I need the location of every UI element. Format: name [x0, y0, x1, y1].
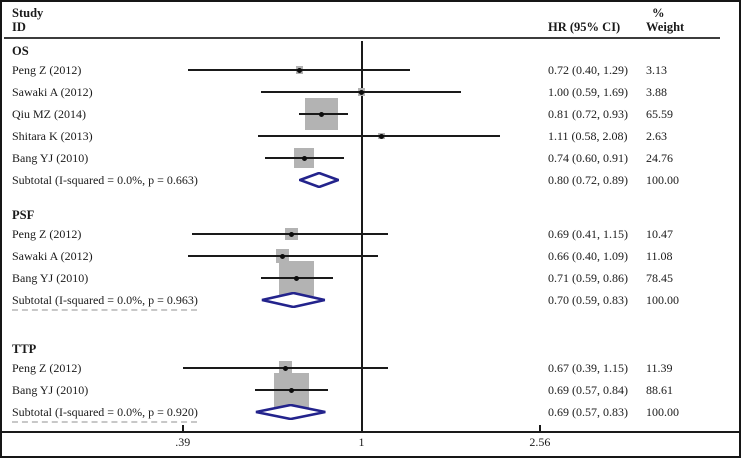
- diamond-shape: [255, 403, 326, 421]
- column-header-weight: Weight: [646, 20, 685, 34]
- subtotal-diamond: [261, 291, 326, 309]
- hr-ci-value: 0.69 (0.57, 0.84): [548, 383, 628, 397]
- point-estimate-marker: [319, 111, 324, 117]
- study-label: Peng Z (2012): [12, 63, 82, 77]
- weight-value: 88.61: [646, 383, 673, 397]
- hr-ci-value: 0.72 (0.40, 1.29): [548, 63, 628, 77]
- point-estimate-marker: [288, 231, 294, 237]
- study-label: Bang YJ (2010): [12, 151, 89, 165]
- weight-value: 10.47: [646, 227, 673, 241]
- hr-ci-value: 1.00 (0.59, 1.69): [548, 85, 628, 99]
- point-estimate-marker: [293, 275, 299, 281]
- hr-ci-value: 0.69 (0.41, 1.15): [548, 227, 628, 241]
- point-estimate-marker: [296, 67, 302, 73]
- hr-ci-value: 0.74 (0.60, 0.91): [548, 151, 628, 165]
- subtotal-diamond: [296, 171, 343, 189]
- x-axis-tick: [181, 425, 184, 431]
- group-label: TTP: [12, 342, 37, 356]
- point-estimate-marker: [378, 133, 384, 139]
- study-label: Qiu MZ (2014): [12, 107, 86, 121]
- point-estimate-marker: [301, 155, 307, 161]
- weight-value: 11.39: [646, 361, 673, 375]
- hr-ci-value: 0.80 (0.72, 0.89): [548, 173, 628, 187]
- weight-value: 11.08: [646, 249, 673, 263]
- hr-ci-value: 0.81 (0.72, 0.93): [548, 107, 628, 121]
- diamond-shape: [296, 171, 343, 189]
- x-axis-line: [2, 431, 739, 433]
- hr-ci-value: 0.71 (0.59, 0.86): [548, 271, 628, 285]
- hr-ci-value: 0.66 (0.40, 1.09): [548, 249, 628, 263]
- group-label: PSF: [12, 208, 35, 222]
- column-header-study: Study: [12, 6, 44, 20]
- column-header-id: ID: [12, 20, 26, 34]
- hr-ci-value: 0.67 (0.39, 1.15): [548, 361, 628, 375]
- subtotal-label: Subtotal (I-squared = 0.0%, p = 0.663): [12, 173, 198, 187]
- x-axis-tick: [360, 425, 363, 431]
- weight-value: 100.00: [646, 293, 679, 307]
- point-estimate-marker: [288, 387, 294, 393]
- null-effect-line: [360, 41, 363, 431]
- column-header-hr-ci: HR (95% CI): [548, 20, 621, 34]
- group-label: OS: [12, 44, 29, 58]
- hr-ci-value: 0.70 (0.59, 0.83): [548, 293, 628, 307]
- study-label: Bang YJ (2010): [12, 383, 89, 397]
- study-label: Peng Z (2012): [12, 227, 82, 241]
- weight-value: 65.59: [646, 107, 673, 121]
- subtotal-label: Subtotal (I-squared = 0.0%, p = 0.963): [12, 293, 198, 307]
- hr-ci-value: 1.11 (0.58, 2.08): [548, 129, 628, 143]
- x-axis-tick-label: 2.56: [529, 435, 551, 449]
- study-label: Bang YJ (2010): [12, 271, 89, 285]
- x-axis-tick-label: 1: [358, 435, 365, 449]
- point-estimate-marker: [282, 365, 288, 371]
- study-label: Shitara K (2013): [12, 129, 93, 143]
- point-estimate-marker: [359, 89, 364, 95]
- header-divider: [4, 37, 720, 39]
- hr-ci-value: 0.69 (0.57, 0.83): [548, 405, 628, 419]
- subtotal-label: Subtotal (I-squared = 0.0%, p = 0.920): [12, 405, 198, 419]
- column-header-percent: %: [652, 6, 665, 20]
- redacted-text-remnant: [12, 421, 197, 423]
- redacted-text-remnant: [12, 309, 197, 311]
- point-estimate-marker: [280, 253, 286, 259]
- subtotal-diamond: [255, 403, 326, 421]
- study-label: Sawaki A (2012): [12, 85, 93, 99]
- weight-value: 100.00: [646, 173, 679, 187]
- weight-value: 3.13: [646, 63, 667, 77]
- weight-value: 2.63: [646, 129, 667, 143]
- weight-value: 3.88: [646, 85, 667, 99]
- diamond-shape: [262, 291, 326, 309]
- study-label: Sawaki A (2012): [12, 249, 93, 263]
- weight-value: 24.76: [646, 151, 673, 165]
- weight-value: 100.00: [646, 405, 679, 419]
- x-axis-tick-label: .39: [175, 435, 191, 449]
- weight-value: 78.45: [646, 271, 673, 285]
- x-axis-tick: [538, 425, 541, 431]
- study-label: Peng Z (2012): [12, 361, 82, 375]
